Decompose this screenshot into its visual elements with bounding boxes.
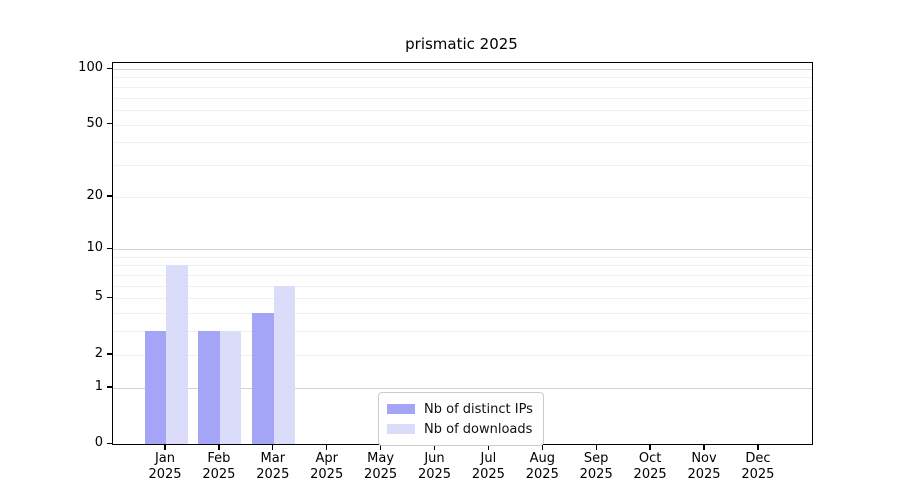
legend-label-distinct-ips: Nb of distinct IPs [424,401,533,417]
bar-downloads-jan [166,265,188,444]
bar-downloads-feb [219,331,242,444]
minor-gridline [113,142,812,144]
x-tick-mark [757,444,759,450]
y-tick-label: 100 [78,60,103,75]
minor-gridline [113,196,812,198]
legend-label-downloads: Nb of downloads [424,421,533,437]
x-tick-label: Nov 2025 [687,451,721,482]
x-tick-mark [272,444,274,450]
minor-gridline [113,164,812,166]
y-tick-mark [107,353,112,355]
y-tick-label: 10 [86,240,103,256]
x-tick-mark [649,444,651,450]
bar-downloads-mar [273,285,296,444]
minor-gridline [113,313,812,315]
y-tick-label: 5 [94,289,103,305]
x-tick-label: Mar 2025 [256,451,290,482]
bar-distinct-ips-mar [252,313,274,444]
major-gridline [113,249,812,251]
y-tick-mark [107,67,112,69]
minor-gridline [113,354,812,356]
plot-area [112,62,813,445]
minor-gridline [113,275,812,277]
x-tick-label: Jun 2025 [417,451,452,482]
y-tick-label: 1 [94,378,103,394]
x-tick-label: Feb 2025 [202,451,236,482]
y-tick-label: 20 [86,187,103,203]
minor-gridline [113,97,812,99]
y-tick-mark [107,123,112,125]
x-tick-mark [541,444,543,450]
y-tick-label: 2 [94,345,103,361]
x-tick-label: May 2025 [364,451,398,482]
minor-gridline [113,256,812,258]
minor-gridline [113,77,812,79]
major-gridline [113,387,812,389]
x-tick-label: Oct 2025 [633,451,667,482]
x-tick-label: Apr 2025 [310,451,344,482]
x-tick-mark [379,444,382,450]
x-tick-mark [433,444,436,450]
x-tick-mark [164,444,166,450]
y-tick-mark [107,247,112,250]
chart-title: prismatic 2025 [405,35,518,53]
y-tick-mark [107,386,112,388]
y-tick-label: 50 [86,115,103,131]
x-tick-label: Dec 2025 [741,451,775,482]
legend-swatch-downloads [387,424,415,434]
x-tick-mark [703,444,705,450]
major-gridline [113,69,812,70]
x-tick-label: Jul 2025 [471,451,505,482]
x-tick-label: Jan 2025 [148,451,182,482]
y-tick-mark [107,296,112,299]
legend-item-distinct-ips: Nb of distinct IPs [387,399,535,419]
x-tick-mark [326,444,328,450]
legend: Nb of distinct IPs Nb of downloads [378,392,544,446]
x-tick-mark [487,444,490,450]
minor-gridline [113,109,812,111]
minor-gridline [113,285,812,287]
y-tick-mark [107,195,112,197]
legend-item-downloads: Nb of downloads [387,419,535,439]
y-tick-mark [107,442,112,444]
x-tick-label: Sep 2025 [579,451,613,482]
legend-swatch-distinct-ips [387,404,415,414]
y-tick-label: 0 [94,435,103,450]
x-tick-mark [218,444,220,450]
minor-gridline [113,331,812,333]
x-tick-label: Aug 2025 [525,451,559,482]
minor-gridline [113,86,812,88]
minor-gridline [113,265,812,267]
minor-gridline [113,124,812,126]
minor-gridline [113,298,812,300]
bar-distinct-ips-feb [198,331,220,444]
bar-distinct-ips-jan [144,331,166,444]
x-tick-mark [595,444,597,450]
